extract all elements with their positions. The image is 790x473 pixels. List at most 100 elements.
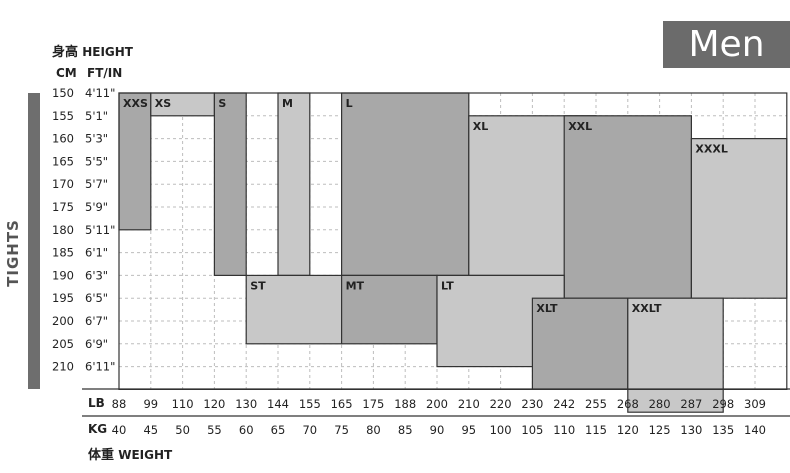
size-label-m: M	[282, 97, 293, 110]
weight-kg-label: 125	[649, 423, 671, 437]
size-label-mt: MT	[346, 279, 365, 292]
height-cm-label: 175	[52, 200, 74, 214]
ftin-header: FT/IN	[87, 66, 123, 80]
weight-lb-label: 255	[585, 397, 607, 411]
weight-lb-label: 230	[521, 397, 543, 411]
weight-kg-label: 50	[175, 423, 190, 437]
weight-kg-label: 55	[207, 423, 222, 437]
height-ftin-label: 6'9"	[85, 337, 108, 351]
size-region-xxl	[563, 115, 693, 299]
weight-lb-label: 220	[490, 397, 512, 411]
height-cm-label: 150	[52, 86, 74, 100]
weight-kg-label: 65	[271, 423, 286, 437]
size-label-xs: XS	[155, 97, 171, 110]
size-label-xxxl: XXXL	[695, 143, 727, 156]
height-ftin-label: 6'1"	[85, 246, 108, 260]
size-label-st: ST	[250, 279, 266, 292]
size-label-xlt: XLT	[536, 302, 558, 315]
side-bar	[28, 93, 40, 389]
weight-kg-label: 115	[585, 423, 607, 437]
weight-kg-label: 105	[521, 423, 543, 437]
height-ftin-label: 5'1"	[85, 109, 108, 123]
height-cm-label: 210	[52, 360, 74, 374]
height-ftin-label: 5'3"	[85, 132, 108, 146]
size-label-xxs: XXS	[123, 97, 148, 110]
weight-lb-label: 165	[331, 397, 353, 411]
height-ftin-label: 5'11"	[85, 223, 115, 237]
weight-title-en: WEIGHT	[118, 448, 173, 462]
size-label-l: L	[346, 97, 353, 110]
weight-kg-label: 140	[744, 423, 766, 437]
weight-lb-label: 200	[426, 397, 448, 411]
weight-kg-label: 135	[712, 423, 734, 437]
weight-lb-label: 110	[172, 397, 194, 411]
height-title-en: HEIGHT	[82, 45, 133, 59]
weight-kg-label: 80	[366, 423, 381, 437]
weight-kg-label: 85	[398, 423, 413, 437]
height-cm-label: 195	[52, 291, 74, 305]
weight-title-zh: 体重	[88, 448, 115, 463]
size-label-xxlt: XXLT	[632, 302, 662, 315]
weight-kg-label: 95	[461, 423, 476, 437]
weight-kg-label: 75	[334, 423, 349, 437]
weight-lb-label: 99	[143, 397, 158, 411]
size-region-l	[341, 92, 470, 276]
weight-lb-label: 268	[617, 397, 639, 411]
weight-lb-label: 130	[235, 397, 257, 411]
size-label-xl: XL	[473, 120, 489, 133]
weight-kg-label: 60	[239, 423, 254, 437]
size-region-st	[245, 274, 343, 345]
height-cm-label: 205	[52, 337, 74, 351]
weight-lb-label: 175	[362, 397, 384, 411]
height-cm-label: 185	[52, 246, 74, 260]
weight-lb-label: 309	[744, 397, 766, 411]
height-cm-label: 200	[52, 314, 74, 328]
weight-lb-label: 88	[112, 397, 127, 411]
height-ftin-label: 5'5"	[85, 154, 108, 168]
height-ftin-label: 6'5"	[85, 291, 108, 305]
cm-header: CM	[56, 66, 77, 80]
weight-kg-label: 120	[617, 423, 639, 437]
kg-header: KG	[88, 422, 108, 436]
height-title-zh: 身高	[52, 45, 79, 60]
height-cm-label: 170	[52, 177, 74, 191]
weight-lb-label: 144	[267, 397, 289, 411]
weight-kg-label: 130	[680, 423, 702, 437]
weight-kg-label: 90	[430, 423, 445, 437]
weight-lb-label: 155	[299, 397, 321, 411]
height-cm-label: 165	[52, 154, 74, 168]
height-cm-label: 190	[52, 268, 74, 282]
size-region-m	[277, 92, 311, 276]
size-label-s: S	[218, 97, 226, 110]
size-region-xxs	[118, 92, 152, 231]
weight-lb-label: 188	[394, 397, 416, 411]
height-ftin-label: 4'11"	[85, 86, 115, 100]
weight-kg-label: 45	[143, 423, 158, 437]
height-ftin-label: 5'9"	[85, 200, 108, 214]
height-cm-label: 180	[52, 223, 74, 237]
weight-title: 体重 WEIGHT	[88, 444, 172, 463]
height-ftin-label: 5'7"	[85, 177, 108, 191]
height-cm-label: 155	[52, 109, 74, 123]
weight-lb-label: 280	[649, 397, 671, 411]
weight-kg-label: 100	[490, 423, 512, 437]
weight-kg-label: 70	[302, 423, 317, 437]
weight-lb-label: 298	[712, 397, 734, 411]
weight-kg-label: 40	[112, 423, 127, 437]
weight-lb-label: 210	[458, 397, 480, 411]
men-badge: Men	[663, 21, 790, 68]
weight-kg-label: 110	[553, 423, 575, 437]
height-title: 身高 HEIGHT	[52, 41, 133, 60]
height-ftin-label: 6'3"	[85, 268, 108, 282]
size-label-lt: LT	[441, 279, 454, 292]
weight-lb-label: 242	[553, 397, 575, 411]
lb-header: LB	[88, 396, 105, 410]
size-region-s	[213, 92, 247, 276]
size-region-xlt	[531, 297, 629, 391]
weight-lb-label: 287	[680, 397, 702, 411]
size-region-xxlt	[627, 297, 724, 413]
weight-lb-label: 120	[203, 397, 225, 411]
size-region-xxxl	[690, 138, 788, 299]
height-cm-label: 160	[52, 132, 74, 146]
